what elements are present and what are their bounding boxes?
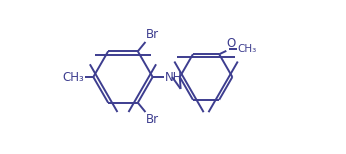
Text: CH₃: CH₃ <box>62 71 84 83</box>
Text: Br: Br <box>146 28 160 41</box>
Text: CH₃: CH₃ <box>237 44 257 54</box>
Text: NH: NH <box>165 71 183 83</box>
Text: O: O <box>227 37 236 50</box>
Text: Br: Br <box>146 113 160 126</box>
